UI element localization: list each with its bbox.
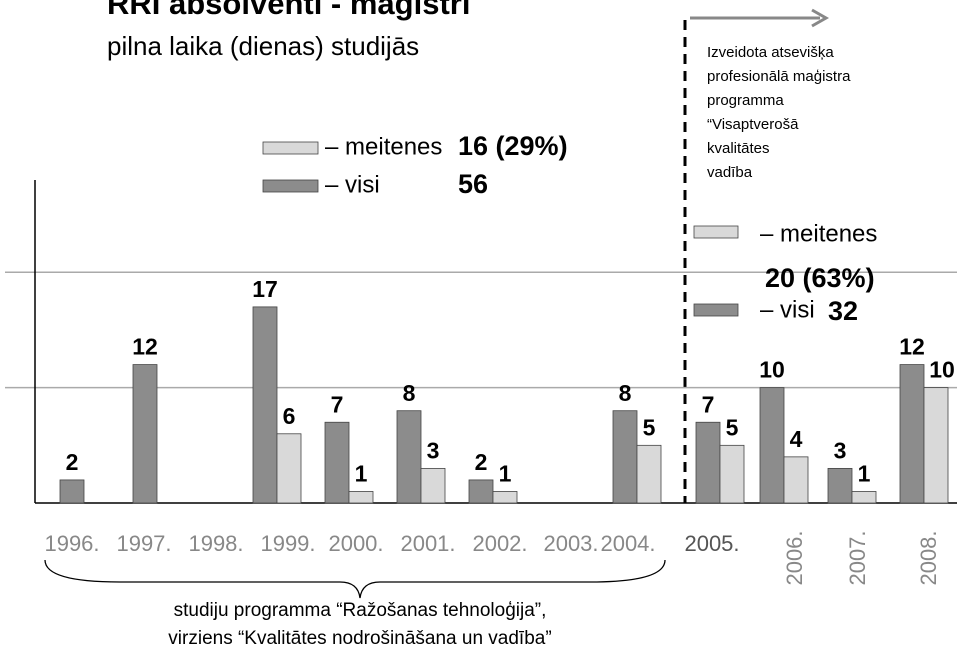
- x-tick-label: 2006.: [782, 530, 807, 585]
- bar: [851, 491, 877, 504]
- legend-swatch: [693, 303, 739, 317]
- x-tick-label: 1997.: [116, 531, 171, 556]
- x-tick-label: 2001.: [400, 531, 455, 556]
- data-label: 1: [499, 461, 512, 487]
- data-label: 7: [331, 391, 344, 417]
- data-label: 2: [66, 449, 79, 475]
- bracket: [44, 559, 666, 599]
- x-tick-label: 2000.: [328, 531, 383, 556]
- bar: [759, 387, 785, 504]
- annotation: profesionālā maģistra: [707, 68, 851, 85]
- bar: [132, 364, 158, 504]
- data-label: 3: [427, 437, 440, 463]
- annotation: vadība: [707, 164, 753, 181]
- data-label: 5: [726, 414, 739, 440]
- legend-total: 56: [458, 169, 488, 199]
- x-tick-label: 1996.: [44, 531, 99, 556]
- legend-label: – visi: [760, 296, 815, 323]
- annotation: “Visaptverošā: [707, 116, 799, 133]
- data-label: 5: [643, 414, 656, 440]
- annotation: programma: [707, 92, 784, 109]
- legend-total: 16 (29%): [458, 131, 568, 161]
- x-tick-label: 2005.: [684, 531, 739, 556]
- arrow-head: [811, 8, 830, 28]
- bar: [59, 479, 85, 504]
- bar: [420, 467, 446, 504]
- legend-swatch: [262, 179, 319, 193]
- x-tick-label: 2008.: [916, 530, 941, 585]
- bar: [719, 444, 745, 504]
- data-label: 12: [899, 334, 925, 360]
- data-label: 12: [132, 334, 158, 360]
- bar: [695, 421, 721, 504]
- bar: [612, 410, 638, 504]
- chart-subtitle: pilna laika (dienas) studijās: [107, 31, 419, 61]
- chart-title: RRI absolventi - maģistri: [107, 0, 470, 21]
- bar: [923, 387, 949, 504]
- bracket-note: studiju programma “Ražošanas tehnoloģija…: [174, 600, 547, 621]
- bar: [468, 479, 494, 504]
- bar: [783, 456, 809, 504]
- bar: [324, 421, 350, 504]
- x-tick-label: 2007.: [845, 530, 870, 585]
- legend-label: – meitenes: [325, 133, 442, 160]
- data-label: 1: [858, 461, 871, 487]
- bar: [636, 444, 662, 504]
- bar: [276, 433, 302, 504]
- bar: [396, 410, 422, 504]
- legend-total: 20 (63%): [765, 263, 875, 293]
- x-tick-label: 1998.: [188, 531, 243, 556]
- annotation: kvalitātes: [707, 140, 770, 157]
- x-tick-label: 2003.: [543, 531, 598, 556]
- bar: [899, 364, 925, 504]
- data-label: 17: [252, 276, 278, 302]
- legend-label: – visi: [325, 171, 380, 198]
- data-label: 3: [834, 437, 847, 463]
- data-label: 4: [790, 426, 803, 452]
- data-label: 8: [619, 380, 632, 406]
- legend-total: 32: [828, 296, 858, 326]
- data-label: 7: [702, 391, 715, 417]
- data-label: 6: [283, 403, 296, 429]
- x-tick-label: 2002.: [472, 531, 527, 556]
- legend-swatch: [262, 141, 319, 155]
- legend-swatch: [693, 225, 739, 239]
- x-tick-label: 1999.: [260, 531, 315, 556]
- bar: [348, 491, 374, 504]
- data-label: 2: [475, 449, 488, 475]
- legend-label: – meitenes: [760, 220, 877, 247]
- annotation: Izveidota atsevišķa: [707, 44, 834, 61]
- data-label: 10: [759, 357, 785, 383]
- bracket-note: virziens “Kvalitātes nodrošināšana un va…: [168, 628, 551, 649]
- bar: [827, 467, 853, 504]
- bar: [252, 306, 278, 504]
- bar: [492, 491, 518, 504]
- data-label: 1: [355, 461, 368, 487]
- data-label: 10: [929, 357, 955, 383]
- data-label: 8: [403, 380, 416, 406]
- x-tick-label: 2004.: [600, 531, 655, 556]
